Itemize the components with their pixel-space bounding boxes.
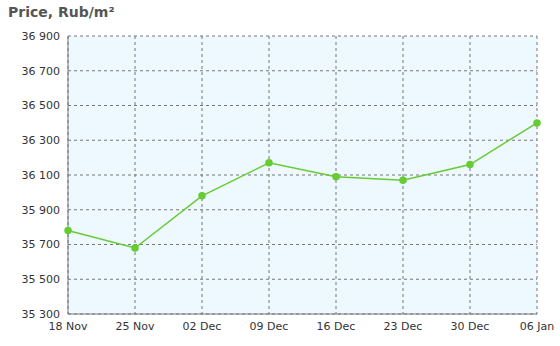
svg-text:18 Nov: 18 Nov xyxy=(49,320,88,333)
svg-text:23 Dec: 23 Dec xyxy=(384,320,423,333)
svg-text:35 300: 35 300 xyxy=(22,308,61,321)
svg-text:35 700: 35 700 xyxy=(22,238,61,251)
svg-text:30 Dec: 30 Dec xyxy=(451,320,490,333)
svg-text:02 Dec: 02 Dec xyxy=(183,320,222,333)
svg-text:16 Dec: 16 Dec xyxy=(317,320,356,333)
svg-text:36 500: 36 500 xyxy=(22,99,61,112)
svg-text:36 100: 36 100 xyxy=(22,169,61,182)
svg-text:36 300: 36 300 xyxy=(22,134,61,147)
svg-text:35 500: 35 500 xyxy=(22,273,61,286)
svg-text:25 Nov: 25 Nov xyxy=(116,320,155,333)
svg-text:09 Dec: 09 Dec xyxy=(250,320,289,333)
svg-text:06 Jan: 06 Jan xyxy=(520,320,552,333)
html-text:Price, Rub/m²: Price, Rub/m² xyxy=(8,4,115,20)
svg-text:36 700: 36 700 xyxy=(22,65,61,78)
svg-text:35 900: 35 900 xyxy=(22,204,61,217)
svg-text:36 900: 36 900 xyxy=(22,30,61,43)
